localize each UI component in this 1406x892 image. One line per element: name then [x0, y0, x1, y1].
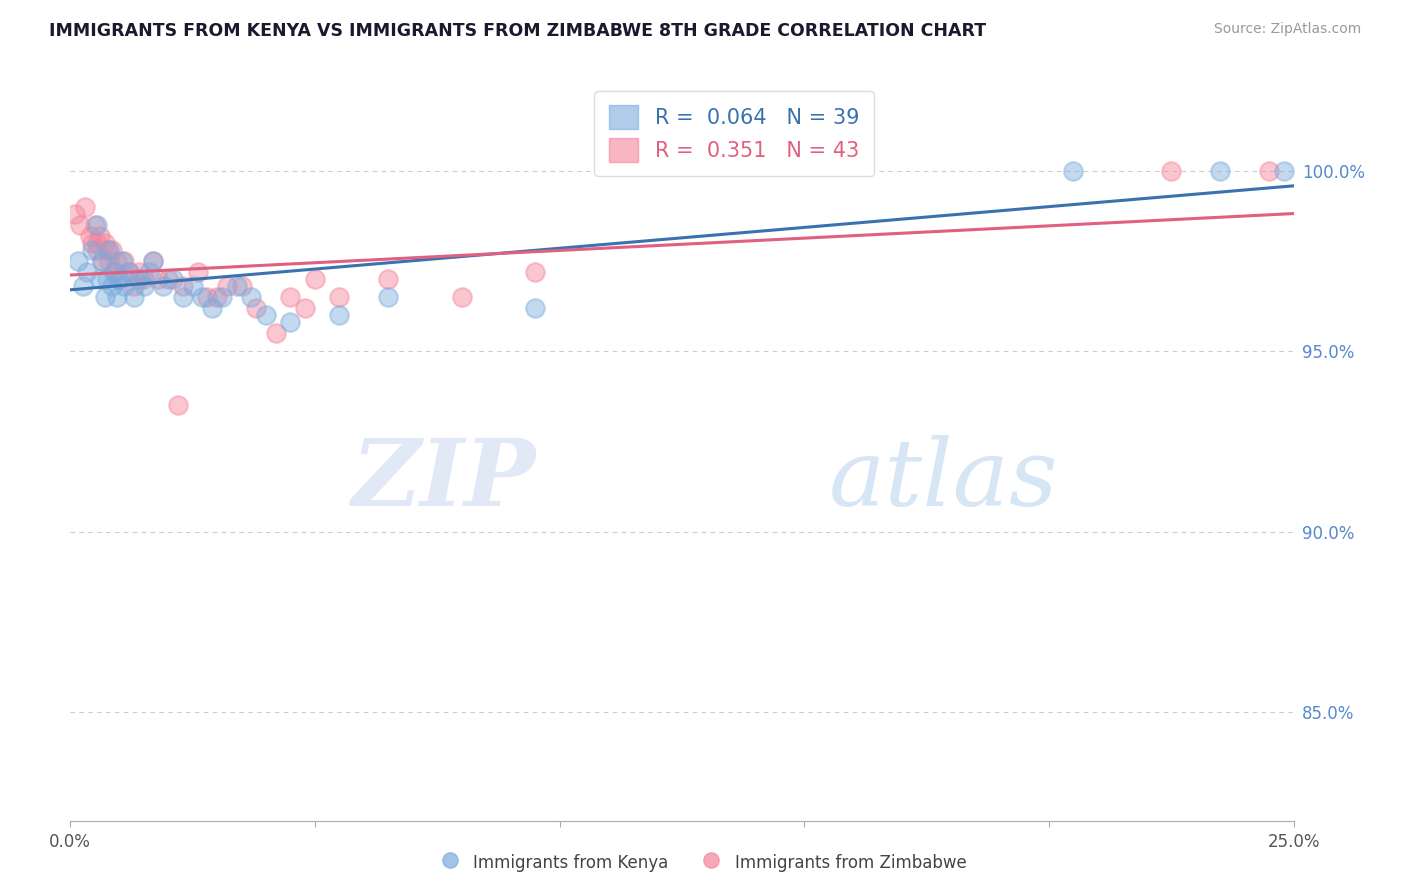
Point — [157, 272, 180, 286]
Point — [132, 279, 155, 293]
Point — [128, 272, 150, 286]
Point — [69, 218, 91, 232]
Point — [524, 301, 547, 315]
Text: atlas: atlas — [828, 435, 1059, 525]
Point — [142, 253, 165, 268]
Point — [264, 326, 287, 340]
Point — [98, 253, 121, 268]
Legend: R =  0.064   N = 39, R =  0.351   N = 43: R = 0.064 N = 39, R = 0.351 N = 43 — [595, 91, 875, 177]
Point — [377, 272, 399, 286]
Point — [172, 290, 194, 304]
Point — [450, 290, 472, 304]
Point — [377, 290, 399, 304]
Point — [195, 290, 218, 304]
Point — [86, 218, 108, 232]
Text: IMMIGRANTS FROM KENYA VS IMMIGRANTS FROM ZIMBABWE 8TH GRADE CORRELATION CHART: IMMIGRANTS FROM KENYA VS IMMIGRANTS FROM… — [49, 22, 987, 40]
Point — [79, 228, 101, 243]
Point — [82, 235, 104, 250]
Point — [172, 279, 194, 293]
Point — [1062, 163, 1084, 178]
Point — [294, 301, 316, 315]
Point — [101, 243, 124, 257]
Point — [105, 253, 128, 268]
Point — [1258, 163, 1281, 178]
Point — [186, 265, 208, 279]
Point — [111, 253, 134, 268]
Point — [91, 253, 114, 268]
Point — [201, 301, 224, 315]
Y-axis label: 8th Grade: 8th Grade — [0, 412, 7, 489]
Point — [245, 301, 267, 315]
Point — [118, 265, 141, 279]
Point — [93, 235, 115, 250]
Point — [112, 279, 135, 293]
Text: ZIP: ZIP — [352, 435, 536, 525]
Point — [72, 279, 94, 293]
Point — [152, 279, 174, 293]
Point — [82, 243, 104, 257]
Point — [83, 218, 105, 232]
Point — [93, 290, 115, 304]
Point — [138, 265, 160, 279]
Point — [89, 272, 111, 286]
Point — [103, 265, 125, 279]
Point — [86, 243, 108, 257]
Point — [181, 279, 204, 293]
Point — [103, 265, 125, 279]
Point — [215, 279, 238, 293]
Point — [1160, 163, 1182, 178]
Legend: Immigrants from Kenya, Immigrants from Zimbabwe: Immigrants from Kenya, Immigrants from Z… — [433, 846, 973, 880]
Point — [89, 228, 111, 243]
Point — [66, 253, 89, 268]
Point — [108, 272, 131, 286]
Point — [112, 253, 135, 268]
Point — [524, 265, 547, 279]
Point — [162, 272, 184, 286]
Point — [63, 207, 86, 221]
Point — [254, 308, 277, 322]
Point — [98, 243, 121, 257]
Point — [132, 272, 155, 286]
Point — [96, 272, 118, 286]
Point — [205, 290, 228, 304]
Point — [1272, 163, 1295, 178]
Point — [280, 290, 302, 304]
Point — [142, 253, 165, 268]
Point — [148, 272, 170, 286]
Point — [122, 290, 145, 304]
Point — [211, 290, 233, 304]
Point — [1209, 163, 1232, 178]
Point — [240, 290, 263, 304]
Point — [191, 290, 214, 304]
Point — [101, 279, 124, 293]
Point — [225, 279, 247, 293]
Point — [328, 308, 350, 322]
Point — [86, 235, 108, 250]
Point — [304, 272, 326, 286]
Point — [231, 279, 253, 293]
Point — [76, 265, 98, 279]
Point — [280, 315, 302, 329]
Point — [118, 265, 141, 279]
Point — [73, 200, 96, 214]
Point — [96, 243, 118, 257]
Text: Source: ZipAtlas.com: Source: ZipAtlas.com — [1213, 22, 1361, 37]
Point — [91, 253, 114, 268]
Point — [108, 272, 131, 286]
Point — [128, 265, 150, 279]
Point — [105, 290, 128, 304]
Point — [122, 279, 145, 293]
Point — [167, 398, 190, 412]
Point — [328, 290, 350, 304]
